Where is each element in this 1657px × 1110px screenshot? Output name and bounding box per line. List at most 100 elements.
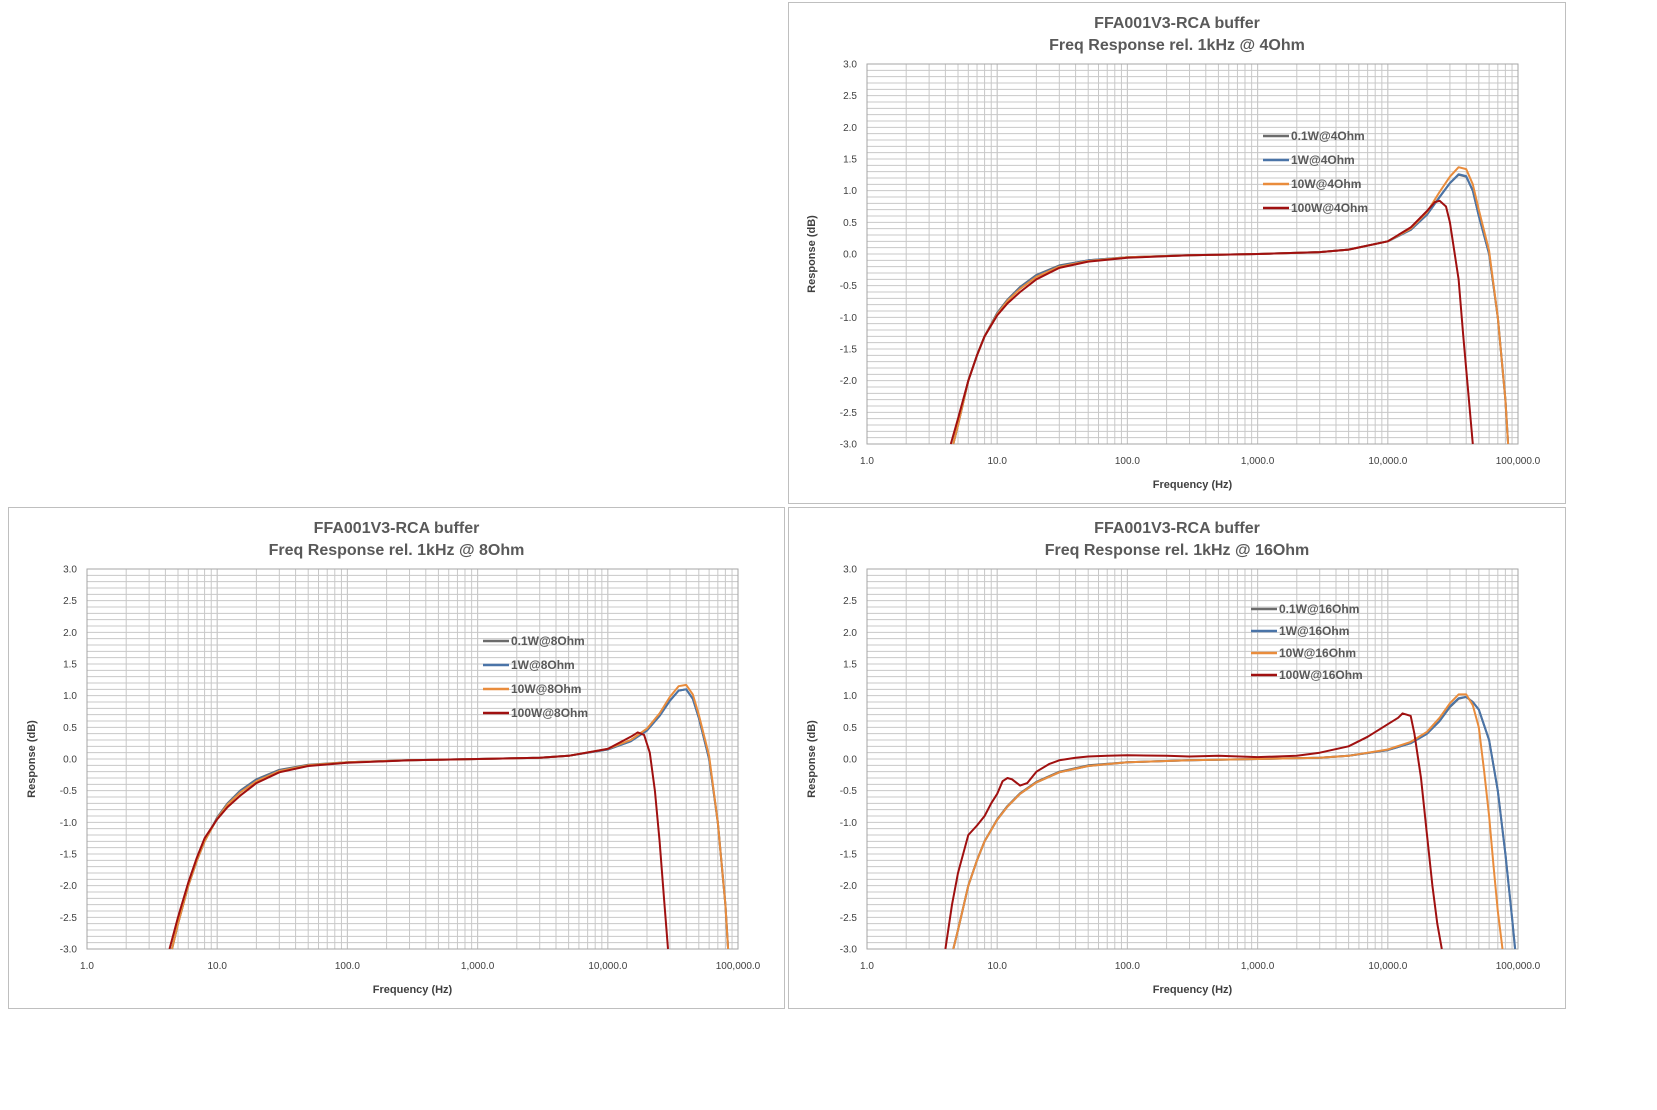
y-tick-label: 0.0 bbox=[63, 755, 77, 766]
legend-entry: 1W@8Ohm bbox=[511, 658, 575, 672]
y-tick-label: 1.5 bbox=[843, 660, 857, 671]
y-tick-label: 0.5 bbox=[63, 723, 77, 734]
legend: 0.1W@8Ohm 1W@8Ohm 10W@8Ohm 100W@8Ohm bbox=[483, 634, 588, 720]
y-tick-label: -2.5 bbox=[840, 913, 858, 924]
plot-area-border bbox=[866, 63, 1519, 445]
x-tick-label: 1.0 bbox=[860, 961, 874, 972]
gridlines bbox=[866, 63, 1519, 445]
chart-16ohm: FFA001V3-RCA buffer Freq Response rel. 1k… bbox=[788, 507, 1566, 1009]
y-tick-label: 0.0 bbox=[843, 755, 857, 766]
legend-entry: 0.1W@8Ohm bbox=[511, 634, 585, 648]
chart-panel-4ohm: FFA001V3-RCA buffer Freq Response rel. 1k… bbox=[788, 2, 1566, 509]
chart-title-line: Freq Response rel. 1kHz @ 16Ohm bbox=[1045, 542, 1310, 559]
legend: 0.1W@16Ohm 1W@16Ohm 10W@16Ohm 100W@16Ohm bbox=[1251, 602, 1363, 682]
y-tick-label: -2.5 bbox=[840, 408, 858, 419]
y-tick-label: -3.0 bbox=[840, 945, 858, 956]
chart-frame bbox=[8, 507, 785, 1009]
y-tick-label: -1.0 bbox=[840, 313, 858, 324]
y-tick-label: 2.5 bbox=[63, 596, 77, 607]
legend-entry: 1W@4Ohm bbox=[1291, 153, 1355, 167]
x-tick-label: 100.0 bbox=[1115, 456, 1140, 467]
chart-title-line: FFA001V3-RCA buffer bbox=[1094, 520, 1260, 537]
y-tick-label: -2.0 bbox=[840, 376, 858, 387]
y-axis-label: Response (dB) bbox=[26, 720, 38, 798]
y-tick-label: 2.0 bbox=[843, 123, 857, 134]
legend-entry: 100W@16Ohm bbox=[1279, 668, 1363, 682]
chart-title-line: FFA001V3-RCA buffer bbox=[1094, 15, 1260, 32]
x-axis-label: Frequency (Hz) bbox=[373, 984, 453, 996]
series-line-100W@16Ohm bbox=[944, 712, 1443, 950]
series-group bbox=[944, 693, 1517, 950]
legend-entry: 100W@4Ohm bbox=[1291, 201, 1368, 215]
y-tick-label: 3.0 bbox=[63, 565, 77, 576]
y-tick-label: 0.5 bbox=[843, 218, 857, 229]
x-tick-label: 100,000.0 bbox=[1496, 456, 1541, 467]
series-group bbox=[168, 683, 730, 950]
series-line-100W@8Ohm bbox=[168, 731, 669, 950]
y-tick-label: 1.0 bbox=[843, 691, 857, 702]
chart-8ohm: FFA001V3-RCA buffer Freq Response rel. 1k… bbox=[8, 507, 785, 1009]
series-line-10W@16Ohm bbox=[952, 693, 1504, 950]
y-tick-label: 2.0 bbox=[63, 628, 77, 639]
x-tick-label: 10.0 bbox=[987, 961, 1007, 972]
y-tick-label: 1.5 bbox=[63, 660, 77, 671]
x-tick-label: 1,000.0 bbox=[1241, 456, 1275, 467]
x-tick-label: 1,000.0 bbox=[461, 961, 495, 972]
chart-title-line: FFA001V3-RCA buffer bbox=[314, 520, 480, 537]
x-tick-label: 100,000.0 bbox=[1496, 961, 1541, 972]
legend-entry: 0.1W@4Ohm bbox=[1291, 129, 1365, 143]
x-tick-label: 100.0 bbox=[335, 961, 360, 972]
series-group bbox=[949, 166, 1510, 445]
y-tick-label: -2.0 bbox=[840, 881, 858, 892]
x-tick-label: 100.0 bbox=[1115, 961, 1140, 972]
y-tick-label: -3.0 bbox=[840, 440, 858, 451]
y-tick-label: -2.0 bbox=[60, 881, 78, 892]
chart-frame bbox=[788, 2, 1566, 504]
legend-entry: 100W@8Ohm bbox=[511, 706, 588, 720]
y-tick-label: -0.5 bbox=[840, 786, 858, 797]
chart-frame bbox=[788, 507, 1566, 1009]
legend: 0.1W@4Ohm 1W@4Ohm 10W@4Ohm 100W@4Ohm bbox=[1263, 129, 1368, 215]
gridlines bbox=[866, 568, 1519, 950]
y-tick-label: -1.5 bbox=[840, 850, 858, 861]
chart-panel-8ohm: FFA001V3-RCA buffer Freq Response rel. 1k… bbox=[8, 507, 785, 1014]
y-tick-label: 2.0 bbox=[843, 628, 857, 639]
x-tick-label: 1.0 bbox=[80, 961, 94, 972]
chart-title-line: Freq Response rel. 1kHz @ 8Ohm bbox=[269, 542, 525, 559]
y-tick-label: 1.0 bbox=[63, 691, 77, 702]
x-tick-label: 10.0 bbox=[207, 961, 227, 972]
x-tick-label: 10.0 bbox=[987, 456, 1007, 467]
x-axis-label: Frequency (Hz) bbox=[1153, 984, 1233, 996]
y-tick-label: 1.0 bbox=[843, 186, 857, 197]
x-tick-label: 100,000.0 bbox=[716, 961, 761, 972]
y-tick-label: -0.5 bbox=[60, 786, 78, 797]
chart-4ohm: FFA001V3-RCA buffer Freq Response rel. 1k… bbox=[788, 2, 1566, 504]
legend-entry: 0.1W@16Ohm bbox=[1279, 602, 1359, 616]
y-tick-label: -1.0 bbox=[60, 818, 78, 829]
x-axis-label: Frequency (Hz) bbox=[1153, 479, 1233, 491]
legend-entry: 1W@16Ohm bbox=[1279, 624, 1349, 638]
y-tick-label: -0.5 bbox=[840, 281, 858, 292]
chart-title-line: Freq Response rel. 1kHz @ 4Ohm bbox=[1049, 37, 1305, 54]
legend-entry: 10W@4Ohm bbox=[1291, 177, 1361, 191]
y-tick-label: 1.5 bbox=[843, 155, 857, 166]
x-tick-label: 10,000.0 bbox=[1368, 961, 1407, 972]
x-tick-label: 10,000.0 bbox=[588, 961, 627, 972]
y-axis-label: Response (dB) bbox=[806, 215, 818, 293]
y-tick-label: -1.5 bbox=[60, 850, 78, 861]
legend-entry: 10W@8Ohm bbox=[511, 682, 581, 696]
x-tick-label: 1.0 bbox=[860, 456, 874, 467]
y-tick-label: 3.0 bbox=[843, 60, 857, 71]
y-tick-label: -3.0 bbox=[60, 945, 78, 956]
plot-area-border bbox=[86, 568, 739, 950]
y-tick-label: 0.0 bbox=[843, 250, 857, 261]
y-tick-label: 3.0 bbox=[843, 565, 857, 576]
series-line-100W@4Ohm bbox=[949, 199, 1474, 445]
y-tick-label: -1.5 bbox=[840, 345, 858, 356]
y-tick-label: 2.5 bbox=[843, 91, 857, 102]
x-tick-label: 1,000.0 bbox=[1241, 961, 1275, 972]
x-tick-label: 10,000.0 bbox=[1368, 456, 1407, 467]
chart-panel-16ohm: FFA001V3-RCA buffer Freq Response rel. 1k… bbox=[788, 507, 1566, 1014]
y-tick-label: -1.0 bbox=[840, 818, 858, 829]
y-tick-label: -2.5 bbox=[60, 913, 78, 924]
